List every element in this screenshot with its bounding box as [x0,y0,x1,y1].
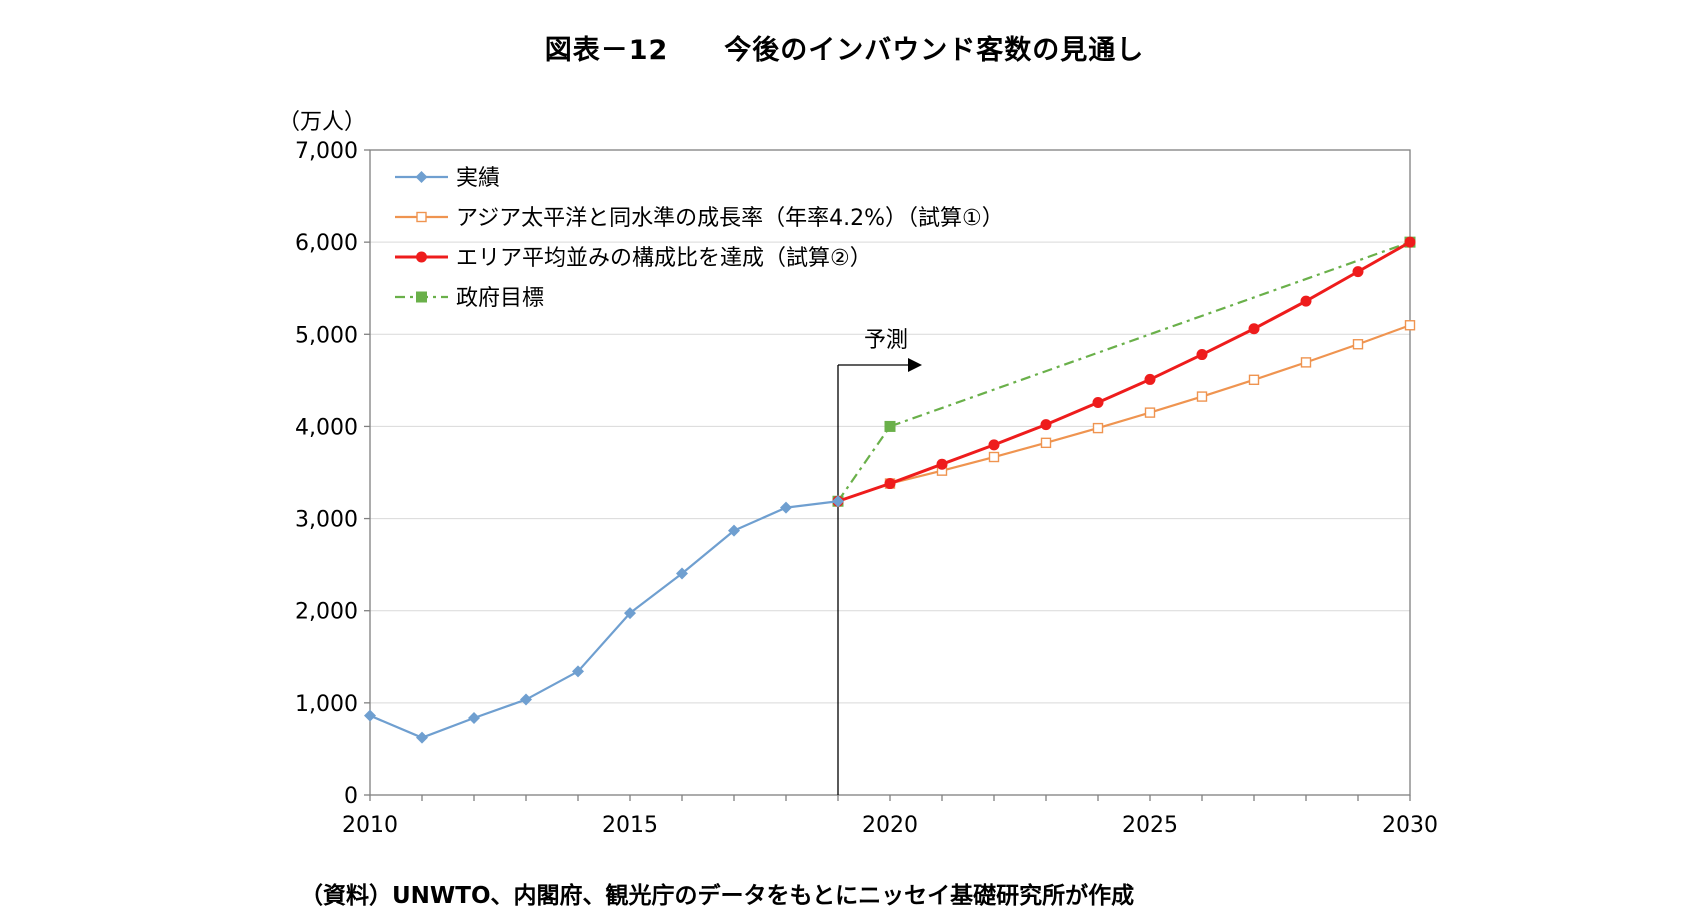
data-point [1092,422,1104,434]
series-line [369,500,839,739]
data-point [1248,374,1260,386]
series-line [837,241,1411,502]
line-chart: 0 1,000 2,000 3,000 4,000 5,000 6,000 7,000 （万人）… [278,110,1438,838]
data-point [1352,266,1364,278]
legend-swatch-marker [416,251,427,263]
legend-label: エリア平均並みの構成比を達成（試算②） [456,246,872,271]
legend-label: 政府目標 [456,286,544,311]
legend-swatch-marker [416,291,427,303]
legend-swatch-marker [415,171,428,183]
data-point [728,524,740,537]
y-tick-label: 0 [344,784,358,809]
legend-label: アジア太平洋と同水準の成長率（年率4.2%）（試算①） [456,206,1004,231]
source-note: （資料）UNWTO、内閣府、観光庁のデータをもとにニッセイ基礎研究所が作成 [300,883,1135,909]
axes: 0 1,000 2,000 3,000 4,000 5,000 6,000 7,000 （万人）… [278,110,1438,838]
x-tick-label: 2015 [602,813,658,838]
y-tick-label: 7,000 [295,139,358,164]
data-point [468,711,480,724]
y-tick-label: 1,000 [295,692,358,717]
data-point [416,731,428,744]
legend-item-2: アジア太平洋と同水準の成長率（年率4.2%）（試算①） [395,206,1004,231]
x-tick-label: 2025 [1122,813,1178,838]
y-tick-label: 5,000 [295,323,358,348]
data-point [1300,357,1312,368]
x-tick-label: 2030 [1382,813,1438,838]
data-point [884,478,896,490]
data-point [780,501,792,514]
data-point [1300,295,1312,307]
legend-item-1: 実績 [395,166,500,191]
legend-swatch-marker [416,211,427,223]
y-tick-label: 4,000 [295,415,358,440]
forecast-annotation: 予測 [837,328,922,795]
data-point [1144,373,1156,385]
y-axis-label: （万人） [278,110,366,135]
data-point [1092,396,1104,408]
series [364,236,1416,744]
data-point [1144,407,1156,418]
data-point [520,693,532,706]
data-point [624,607,636,620]
data-point [676,567,688,580]
data-point [1404,320,1416,331]
series-1 [364,495,844,744]
legend-label: 実績 [456,166,500,191]
forecast-label: 予測 [864,328,908,353]
data-point [832,495,844,508]
legend-item-4: 政府目標 [395,286,544,311]
series-line [837,240,1411,503]
data-point [988,439,1000,451]
data-point [1196,391,1208,402]
x-tick-label: 2020 [862,813,918,838]
data-point [1040,419,1052,431]
data-point [1248,323,1260,335]
legend-item-3: エリア平均並みの構成比を達成（試算②） [395,246,872,271]
y-tick-label: 6,000 [295,231,358,256]
data-point [572,665,584,678]
y-tick-label: 3,000 [295,508,358,533]
data-point [988,451,1000,463]
forecast-arrowhead [908,358,922,372]
series-line [837,324,1411,503]
data-point [1404,236,1416,248]
y-tick-label: 2,000 [295,600,358,625]
series-2 [832,320,1416,507]
data-point [936,458,948,470]
chart-title: 図表－12 今後のインバウンド客数の見通し [544,35,1145,66]
data-point [1196,349,1208,361]
data-point [364,709,376,722]
data-point [1352,339,1364,350]
data-point [884,420,896,432]
series-4 [832,236,1416,507]
data-point [1040,437,1052,449]
series-3 [832,236,1416,507]
x-tick-label: 2010 [342,813,398,838]
